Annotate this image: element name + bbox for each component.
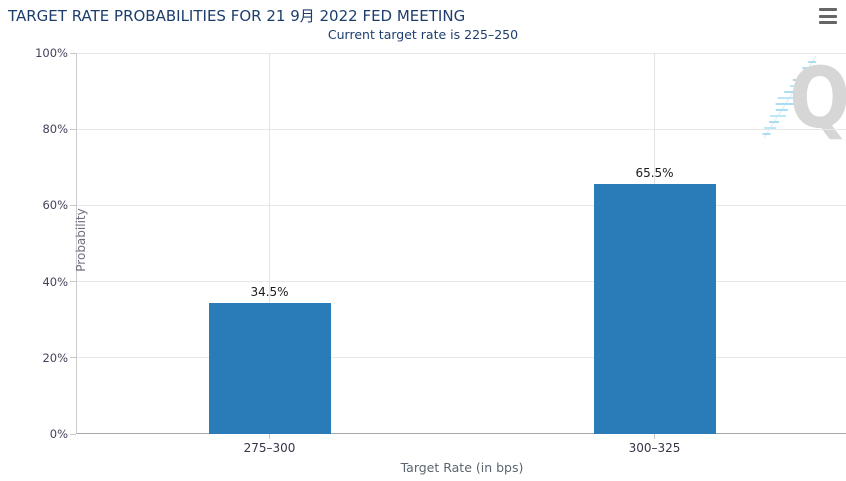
hamburger-menu-icon <box>819 21 837 24</box>
y-tick-label: 0% <box>49 427 68 441</box>
x-tick-mark <box>269 434 270 439</box>
watermark-q-letter: Q <box>789 49 846 147</box>
y-tick-label: 20% <box>42 350 68 365</box>
bar-value-label: 34.5% <box>250 284 289 299</box>
y-tick-label: 60% <box>42 198 68 213</box>
chart-subtitle: Current target rate is 225–250 <box>327 27 519 42</box>
y-gridline <box>77 357 846 359</box>
menu-button[interactable] <box>819 8 837 24</box>
y-gridline <box>77 128 846 130</box>
y-tick-label: 80% <box>42 122 68 137</box>
y-tick-mark <box>70 433 76 435</box>
bar-275–300[interactable] <box>208 302 331 434</box>
q-logo-watermark: Q <box>758 50 846 142</box>
chart-title: TARGET RATE PROBABILITIES FOR 21 9月 2022… <box>8 7 466 25</box>
plot-area: Probability Target Rate (in bps) 0% 20% 40… <box>35 46 846 475</box>
x-tick-label: 300–325 <box>628 441 681 455</box>
hamburger-menu-icon <box>819 14 837 18</box>
y-tick-label: 40% <box>42 274 68 289</box>
y-axis-title: Probability <box>74 208 88 272</box>
y-tick-label: 100% <box>35 46 68 60</box>
y-tick-mark <box>70 357 76 359</box>
x-tick-label: 275–300 <box>243 441 296 455</box>
x-axis-title: Target Rate (in bps) <box>400 460 524 475</box>
y-gridline <box>77 204 846 206</box>
x-gridline <box>269 53 270 434</box>
y-tick-mark <box>70 204 76 206</box>
bar-300–325[interactable] <box>593 184 716 434</box>
y-tick-mark <box>70 281 76 283</box>
hamburger-menu-icon <box>819 8 837 11</box>
y-tick-mark <box>70 52 76 54</box>
y-gridline <box>77 281 846 283</box>
x-tick-mark <box>654 434 655 439</box>
watermark-dashes <box>762 55 817 139</box>
y-gridline <box>77 52 846 54</box>
bar-value-label: 65.5% <box>635 166 674 181</box>
y-tick-mark <box>70 128 76 130</box>
